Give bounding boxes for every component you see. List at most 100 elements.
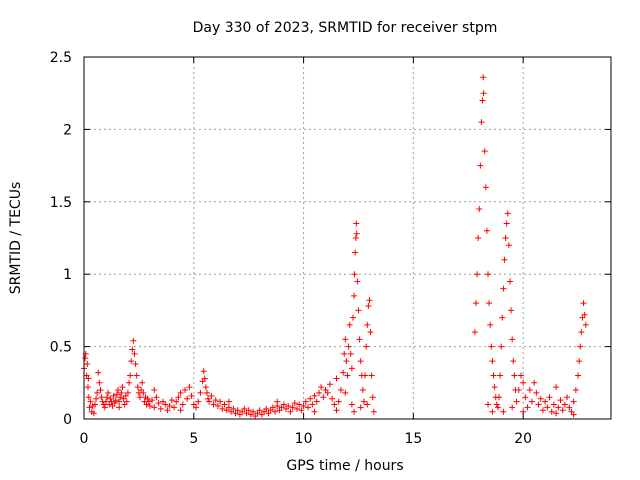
data-point (582, 321, 589, 328)
data-point (522, 394, 529, 401)
data-point (123, 398, 130, 405)
data-point (153, 394, 160, 401)
data-point (289, 404, 296, 411)
data-point (471, 329, 478, 336)
data-point (287, 408, 294, 415)
data-point (370, 408, 377, 415)
data-point (110, 392, 117, 399)
data-point (513, 398, 520, 405)
data-point (84, 360, 91, 367)
data-point (331, 401, 338, 408)
data-point (186, 384, 193, 391)
data-point (157, 405, 164, 412)
data-point (304, 404, 311, 411)
data-point (476, 206, 483, 213)
chart-title: Day 330 of 2023, SRMTID for receiver stp… (193, 20, 498, 36)
data-point (359, 387, 366, 394)
data-point (570, 411, 577, 418)
data-point (500, 285, 507, 292)
data-point (537, 395, 544, 402)
data-point (494, 404, 501, 411)
data-point (117, 394, 124, 401)
data-point (509, 404, 516, 411)
data-point (356, 336, 363, 343)
data-point (116, 398, 123, 405)
data-point (182, 387, 189, 394)
data-point (365, 303, 372, 310)
data-point (511, 372, 518, 379)
data-point (162, 401, 169, 408)
data-point (144, 395, 151, 402)
data-point (151, 404, 158, 411)
data-point (272, 408, 279, 415)
data-point (504, 210, 511, 217)
data-point (115, 387, 122, 394)
data-point (151, 387, 158, 394)
data-point (86, 404, 93, 411)
data-point (357, 358, 364, 365)
data-point (493, 401, 500, 408)
x-tick-label: 15 (404, 431, 422, 447)
data-point (353, 220, 360, 227)
data-point (177, 407, 184, 414)
data-point (566, 404, 573, 411)
data-point (548, 408, 555, 415)
data-point (477, 162, 484, 169)
data-point (501, 256, 508, 263)
data-point (296, 401, 303, 408)
data-point (369, 394, 376, 401)
data-point (155, 400, 162, 407)
data-point (219, 405, 226, 412)
data-point (212, 397, 219, 404)
y-axis-ticks: 0 0.5 1 1.5 2 2.5 (50, 50, 611, 428)
y-tick-label: 1.5 (50, 195, 72, 211)
data-point (203, 389, 210, 396)
data-point (225, 398, 232, 405)
data-point (508, 307, 515, 314)
data-point (300, 402, 307, 409)
data-point (329, 395, 336, 402)
data-point (274, 398, 281, 405)
data-point (576, 358, 583, 365)
data-point (192, 404, 199, 411)
data-point (202, 384, 209, 391)
data-point (96, 379, 103, 386)
data-point (333, 375, 340, 382)
data-point (175, 394, 182, 401)
data-points (81, 74, 589, 420)
data-point (337, 387, 344, 394)
data-point (490, 372, 497, 379)
data-point (487, 321, 494, 328)
data-point (225, 404, 232, 411)
data-point (360, 398, 367, 405)
data-point (82, 355, 89, 362)
data-point (179, 401, 186, 408)
data-point (341, 350, 348, 357)
data-point (205, 395, 212, 402)
data-point (85, 375, 92, 382)
data-point (479, 97, 486, 104)
data-point (201, 375, 208, 382)
grid-lines (84, 57, 611, 419)
data-point (241, 405, 248, 412)
data-point (489, 358, 496, 365)
data-point (102, 398, 109, 405)
x-axis-ticks: 0 5 10 15 20 (80, 57, 532, 447)
data-point (140, 389, 147, 396)
data-point (578, 329, 585, 336)
data-point (206, 398, 213, 405)
data-point (136, 394, 143, 401)
data-point (269, 404, 276, 411)
data-point (475, 235, 482, 241)
data-point (197, 389, 204, 396)
data-point (342, 389, 349, 396)
data-point (87, 398, 94, 405)
data-point (309, 401, 316, 408)
data-point (168, 397, 175, 404)
x-tick-label: 5 (189, 431, 198, 447)
data-point (499, 314, 506, 321)
data-point (533, 389, 540, 396)
data-point (572, 387, 579, 394)
data-point (293, 405, 300, 412)
data-point (542, 398, 549, 405)
